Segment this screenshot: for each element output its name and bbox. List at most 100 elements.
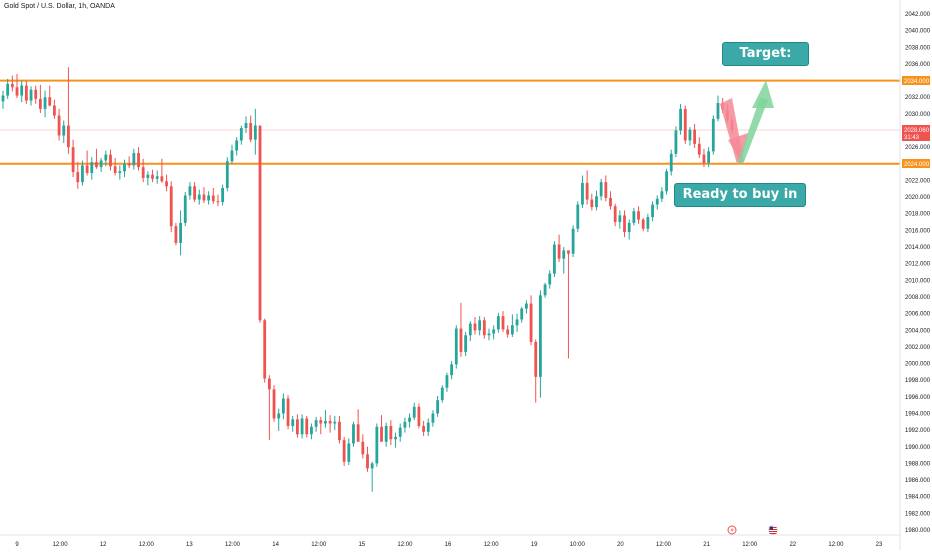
candle bbox=[585, 170, 589, 205]
candle bbox=[20, 80, 24, 103]
x-tick-label: 12:00 bbox=[397, 542, 413, 548]
y-tick-label: 1982.000 bbox=[905, 511, 931, 517]
candle bbox=[328, 415, 332, 433]
candle bbox=[562, 247, 566, 274]
y-tick-label: 2020.000 bbox=[905, 195, 931, 201]
candle bbox=[6, 78, 10, 99]
candle bbox=[487, 328, 491, 341]
candle bbox=[431, 410, 435, 427]
buy-callout[interactable]: Ready to buy in 2024 bbox=[674, 183, 806, 224]
svg-text:2028.060: 2028.060 bbox=[904, 128, 930, 134]
x-tick-label: 22 bbox=[789, 542, 796, 548]
candle bbox=[193, 182, 196, 203]
candle bbox=[496, 312, 500, 333]
candle bbox=[202, 187, 206, 203]
x-tick-label: 12 bbox=[100, 542, 107, 548]
candle bbox=[520, 306, 524, 323]
candle bbox=[296, 414, 299, 438]
candle bbox=[422, 420, 425, 436]
candle bbox=[104, 150, 108, 167]
candle bbox=[48, 85, 52, 107]
candle bbox=[683, 105, 687, 144]
y-tick-label: 1990.000 bbox=[905, 445, 931, 451]
candle bbox=[127, 156, 131, 168]
candle bbox=[646, 213, 650, 233]
candle bbox=[62, 120, 66, 143]
x-tick-label: 19 bbox=[531, 542, 538, 548]
support-price-tag: 2024.000 bbox=[902, 159, 930, 168]
candle bbox=[221, 184, 225, 206]
flash-icon[interactable] bbox=[727, 525, 737, 535]
price-tags: 2034.000 2024.000 2028.060 31:43 bbox=[902, 76, 930, 168]
x-tick-label: 12:00 bbox=[484, 542, 500, 548]
candle bbox=[319, 416, 323, 435]
candle bbox=[576, 201, 580, 233]
y-tick-label: 2018.000 bbox=[905, 212, 931, 218]
y-tick-label: 1986.000 bbox=[905, 478, 931, 484]
candle bbox=[665, 168, 668, 195]
candle bbox=[553, 241, 556, 277]
candle bbox=[693, 123, 697, 148]
candle bbox=[305, 415, 309, 438]
y-tick-label: 1992.000 bbox=[905, 428, 931, 434]
candle bbox=[524, 300, 528, 314]
candle bbox=[155, 170, 159, 184]
candle bbox=[623, 210, 626, 238]
y-tick-label: 2004.000 bbox=[905, 328, 931, 334]
x-tick-label: 12:00 bbox=[53, 542, 69, 548]
candle bbox=[366, 446, 369, 472]
candle bbox=[38, 84, 42, 114]
candle bbox=[567, 250, 570, 359]
candle bbox=[230, 144, 234, 164]
y-tick-label: 2016.000 bbox=[905, 228, 931, 234]
candle bbox=[15, 73, 19, 99]
candle bbox=[71, 139, 75, 178]
candle bbox=[361, 434, 365, 459]
candle bbox=[239, 125, 243, 145]
candle bbox=[338, 415, 341, 444]
target-callout[interactable]: Target: 2034 bbox=[722, 42, 809, 83]
candle bbox=[141, 158, 145, 183]
candle bbox=[263, 318, 267, 383]
x-tick-label: 12:00 bbox=[742, 542, 758, 548]
candle bbox=[501, 311, 505, 332]
x-tick-label: 12:00 bbox=[139, 542, 155, 548]
candle bbox=[660, 187, 664, 203]
candle bbox=[24, 80, 28, 104]
candle bbox=[702, 148, 706, 168]
y-tick-label: 2040.000 bbox=[905, 29, 931, 35]
x-tick-label: 23 bbox=[876, 542, 883, 548]
candle bbox=[417, 403, 421, 429]
candle bbox=[207, 191, 211, 205]
y-tick-label: 2022.000 bbox=[905, 178, 931, 184]
candle bbox=[76, 162, 80, 189]
us-flag-icon[interactable] bbox=[768, 525, 778, 535]
candle bbox=[85, 150, 89, 176]
y-tick-label: 2032.000 bbox=[905, 95, 931, 101]
svg-text:2034.000: 2034.000 bbox=[904, 79, 930, 85]
candle bbox=[641, 217, 645, 232]
candle bbox=[426, 418, 430, 436]
candle bbox=[123, 159, 126, 178]
candle bbox=[286, 395, 290, 430]
candle bbox=[174, 222, 178, 246]
candle bbox=[137, 147, 140, 171]
candle bbox=[183, 192, 187, 227]
candle bbox=[506, 325, 510, 338]
candle bbox=[637, 206, 640, 224]
candle bbox=[179, 210, 182, 256]
candle bbox=[688, 127, 692, 146]
candle bbox=[590, 193, 594, 211]
x-tick-label: 12:00 bbox=[656, 542, 672, 548]
candle bbox=[408, 413, 411, 428]
candle bbox=[716, 95, 720, 122]
y-tick-label: 1998.000 bbox=[905, 378, 931, 384]
y-tick-label: 1980.000 bbox=[905, 528, 931, 534]
candle bbox=[655, 195, 659, 210]
candle bbox=[473, 316, 477, 335]
candle bbox=[557, 234, 561, 263]
candle bbox=[258, 125, 262, 323]
candle bbox=[697, 137, 701, 158]
candle bbox=[53, 99, 56, 119]
